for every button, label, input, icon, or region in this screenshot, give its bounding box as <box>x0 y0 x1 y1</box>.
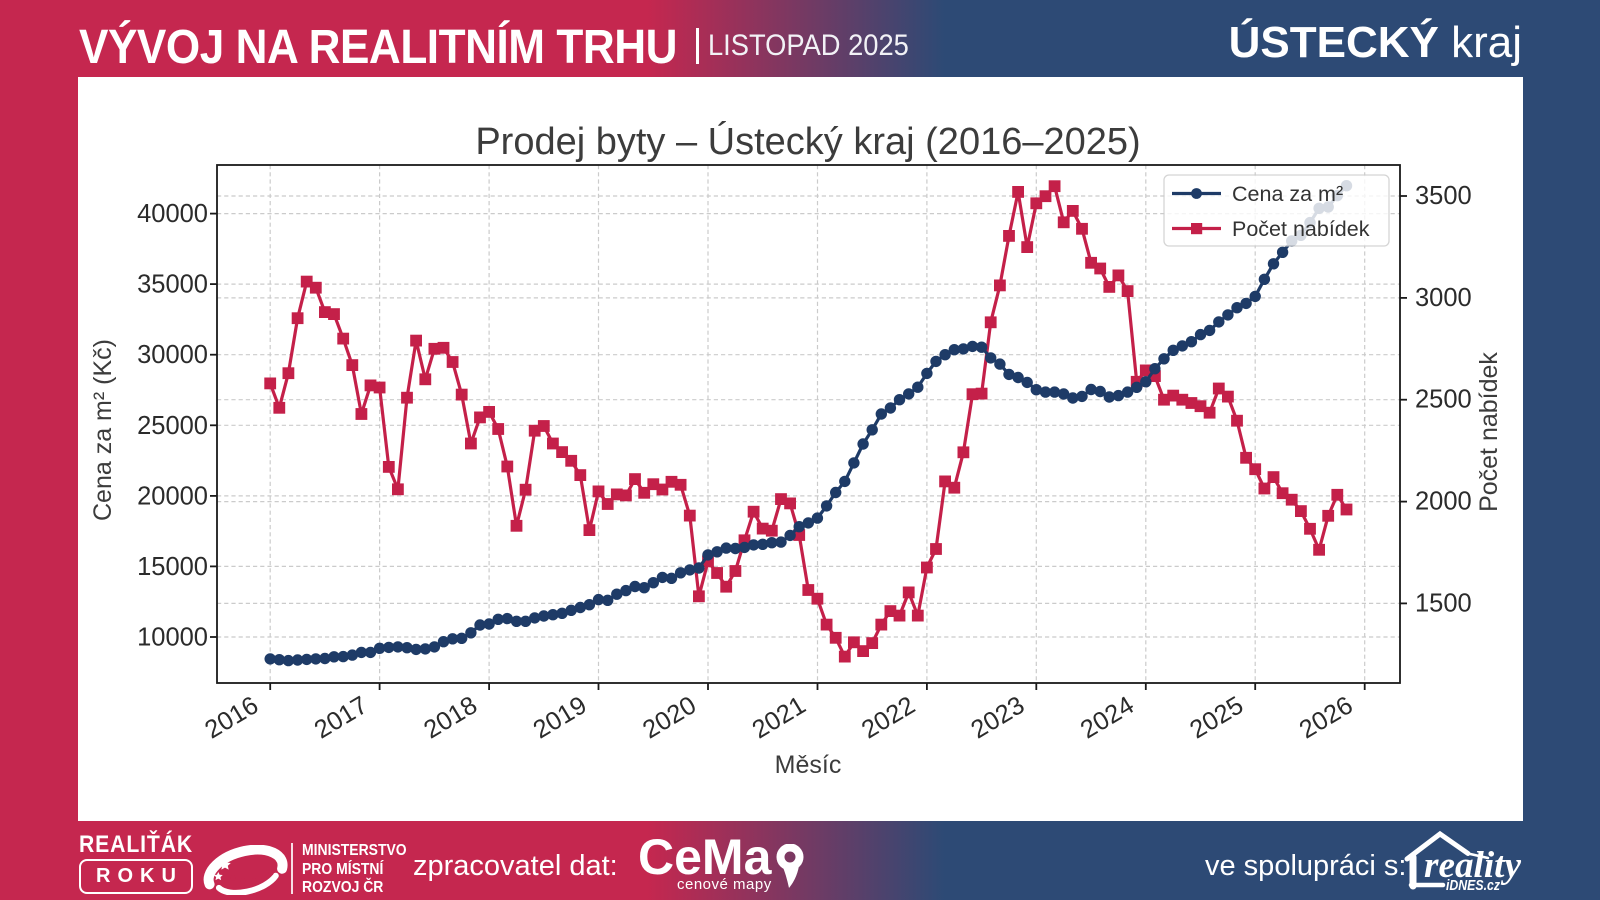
svg-text:2025: 2025 <box>1185 691 1248 744</box>
svg-text:iDNES.cz: iDNES.cz <box>1446 878 1501 894</box>
svg-text:2023: 2023 <box>966 691 1029 744</box>
svg-text:3000: 3000 <box>1415 284 1472 312</box>
svg-text:2017: 2017 <box>310 691 373 744</box>
svg-text:3500: 3500 <box>1415 182 1472 210</box>
svg-text:25000: 25000 <box>137 412 208 440</box>
svg-text:2021: 2021 <box>748 691 811 744</box>
svg-text:2018: 2018 <box>419 691 482 744</box>
svg-text:1500: 1500 <box>1415 589 1472 617</box>
svg-text:Prodej byty – Ústecký kraj (20: Prodej byty – Ústecký kraj (2016–2025) <box>475 120 1140 163</box>
svg-text:2500: 2500 <box>1415 386 1472 414</box>
svg-text:2019: 2019 <box>529 691 592 744</box>
svg-text:30000: 30000 <box>137 341 208 369</box>
svg-text:2000: 2000 <box>1415 488 1472 516</box>
svg-text:2026: 2026 <box>1295 691 1358 744</box>
svg-text:Cena za m² (Kč): Cena za m² (Kč) <box>89 339 117 521</box>
svg-text:35000: 35000 <box>137 271 208 299</box>
svg-text:40000: 40000 <box>137 200 208 228</box>
svg-text:Cena za m²: Cena za m² <box>1232 182 1343 206</box>
svg-text:15000: 15000 <box>137 553 208 581</box>
svg-text:2022: 2022 <box>857 691 920 744</box>
svg-text:20000: 20000 <box>137 482 208 510</box>
svg-text:2024: 2024 <box>1076 691 1139 744</box>
svg-text:Počet nabídek: Počet nabídek <box>1475 352 1503 512</box>
svg-text:10000: 10000 <box>137 624 208 652</box>
svg-text:reality: reality <box>1424 845 1522 886</box>
svg-text:Měsíc: Měsíc <box>775 751 842 779</box>
svg-text:2016: 2016 <box>200 691 263 744</box>
svg-text:2020: 2020 <box>638 691 701 744</box>
svg-text:Počet nabídek: Počet nabídek <box>1232 217 1370 241</box>
